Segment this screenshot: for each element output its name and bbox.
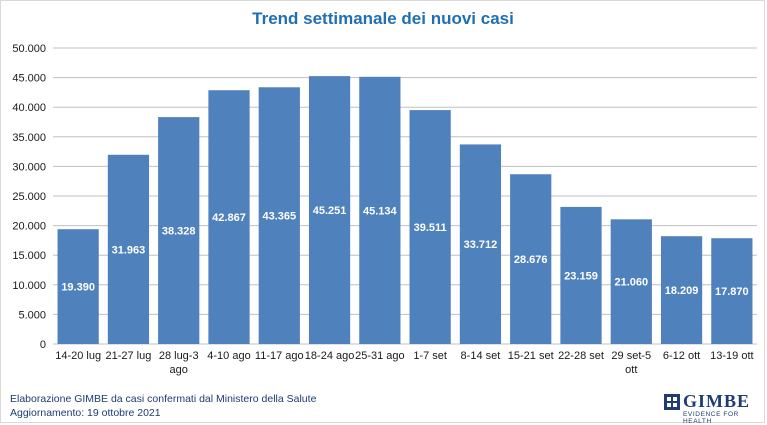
y-tick-label: 50.000 bbox=[12, 43, 46, 55]
data-label: 21.060 bbox=[614, 277, 648, 289]
y-tick-label: 40.000 bbox=[12, 102, 46, 114]
data-label: 31.963 bbox=[112, 244, 146, 256]
x-tick-label: 21-27 lug bbox=[105, 350, 151, 362]
x-tick-label: ago bbox=[170, 364, 188, 376]
logo-name: GIMBE bbox=[683, 391, 751, 411]
y-axis-ticks: 0 5.000 10.000 15.000 20.000 25.000 30.000 35.0… bbox=[12, 43, 46, 351]
bar bbox=[510, 174, 552, 344]
bar bbox=[158, 117, 200, 345]
data-label: 42.867 bbox=[212, 212, 246, 224]
x-tick-label: 8-14 set bbox=[461, 350, 501, 362]
x-tick-label: 29 set-5 bbox=[611, 350, 651, 362]
bar bbox=[459, 144, 502, 344]
x-axis-labels: 14-20 lug 21-27 lug 28 lug-3 ago 4-10 ago 11-… bbox=[55, 350, 753, 376]
data-label: 43.365 bbox=[262, 211, 296, 223]
x-tick-label: 28 lug-3 bbox=[159, 350, 199, 362]
data-label: 45.134 bbox=[363, 205, 398, 217]
bar bbox=[660, 236, 703, 344]
x-tick-label: 4-10 ago bbox=[207, 350, 250, 362]
bar bbox=[711, 238, 753, 344]
y-tick-label: 20.000 bbox=[12, 221, 46, 233]
y-tick-label: 30.000 bbox=[12, 161, 46, 173]
bar bbox=[610, 219, 652, 344]
data-label: 45.251 bbox=[313, 205, 347, 217]
data-label: 18.209 bbox=[665, 285, 699, 297]
y-tick-label: 45.000 bbox=[12, 73, 46, 85]
bar bbox=[560, 206, 602, 344]
x-tick-label: 13-19 ott bbox=[710, 350, 753, 362]
x-tick-label: 6-12 ott bbox=[663, 350, 700, 362]
x-tick-label: 18-24 ago bbox=[305, 350, 355, 362]
x-tick-label: 1-7 set bbox=[413, 350, 447, 362]
chart-title: Trend settimanale dei nuovi casi bbox=[252, 9, 514, 28]
y-tick-label: 5.000 bbox=[18, 309, 46, 321]
y-tick-label: 25.000 bbox=[12, 191, 46, 203]
footer-note: Elaborazione GIMBE da casi confermati da… bbox=[10, 392, 316, 420]
gimbe-logo: GIMBE EVIDENCE FOR HEALTH bbox=[664, 391, 758, 425]
y-tick-label: 0 bbox=[40, 339, 46, 351]
bars bbox=[57, 76, 753, 345]
bar bbox=[308, 76, 351, 345]
data-label: 19.390 bbox=[61, 282, 95, 294]
data-label: 23.159 bbox=[564, 270, 598, 282]
bar bbox=[208, 90, 250, 345]
data-label: 33.712 bbox=[464, 239, 498, 251]
x-tick-label: 25-31 ago bbox=[355, 350, 405, 362]
data-label: 17.870 bbox=[715, 286, 749, 298]
data-labels: 19.390 31.963 38.328 42.867 43.365 45.251 45.1… bbox=[61, 205, 748, 298]
x-tick-label: 11-17 ago bbox=[255, 350, 304, 362]
footer-updated: Aggiornamento: 19 ottobre 2021 bbox=[10, 407, 161, 419]
y-tick-label: 35.000 bbox=[12, 132, 46, 144]
data-label: 28.676 bbox=[514, 254, 548, 266]
bar bbox=[107, 154, 150, 344]
data-label: 39.511 bbox=[414, 222, 447, 234]
data-label: 38.328 bbox=[162, 226, 196, 238]
logo-tagline: EVIDENCE FOR HEALTH bbox=[683, 411, 739, 425]
gimbe-logo-icon bbox=[664, 394, 680, 410]
x-tick-label: 22-28 set bbox=[558, 350, 604, 362]
x-tick-label: ott bbox=[625, 364, 637, 376]
bar bbox=[57, 229, 99, 344]
footer-source: Elaborazione GIMBE da casi confermati da… bbox=[10, 393, 317, 405]
y-tick-label: 15.000 bbox=[12, 250, 46, 262]
bar bbox=[258, 87, 300, 344]
x-tick-label: 14-20 lug bbox=[55, 350, 101, 362]
y-tick-label: 10.000 bbox=[12, 280, 46, 292]
bar bbox=[359, 76, 401, 345]
bar bbox=[409, 110, 451, 344]
x-tick-label: 15-21 set bbox=[508, 350, 554, 362]
